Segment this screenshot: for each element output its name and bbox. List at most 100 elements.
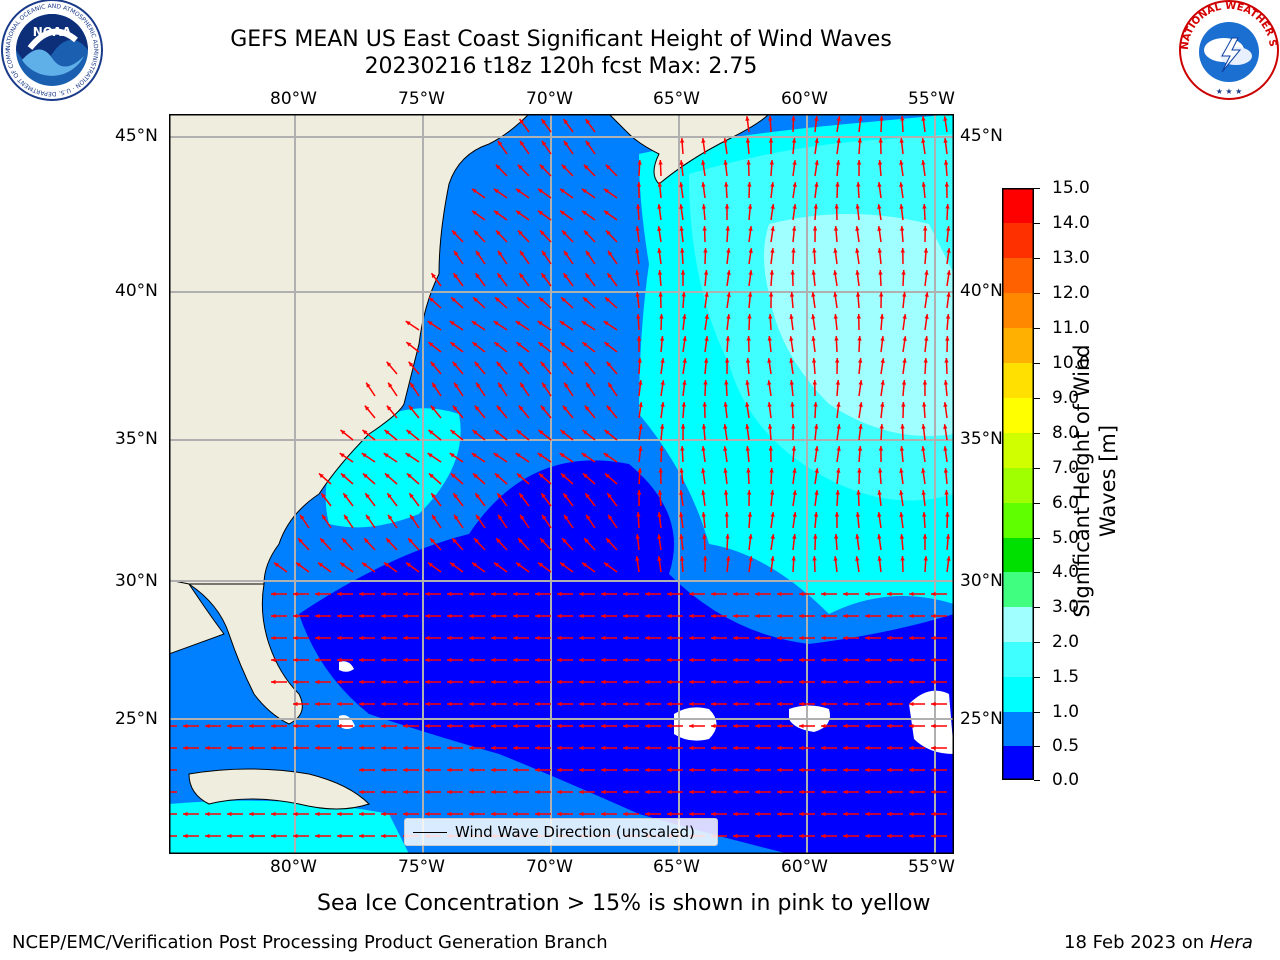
wave-arrow-head (945, 336, 950, 341)
wave-arrow-head (921, 182, 926, 187)
wave-arrow-head (777, 657, 782, 663)
wave-arrow-head (607, 250, 613, 256)
wave-arrow-head (791, 424, 796, 429)
wave-arrow-head (887, 679, 892, 685)
wave-arrow-head (453, 273, 458, 279)
wave-arrow-head (880, 402, 885, 407)
wave-arrow-head (450, 473, 456, 479)
wave-arrow-head (406, 342, 412, 347)
wave-arrow-head (430, 538, 435, 544)
wave-arrow-head (858, 424, 863, 429)
wave-arrow-head (495, 297, 500, 302)
wave-arrow-head (777, 701, 782, 707)
wave-arrow-head (623, 679, 628, 685)
wave-arrow-head (755, 789, 760, 795)
colorbar-band (1002, 468, 1034, 503)
wave-arrow-head (425, 811, 430, 817)
wave-arrow-head (564, 382, 569, 388)
wave-arrow-head (877, 182, 882, 187)
wave-arrow-head (406, 562, 411, 568)
wave-arrow-head (271, 723, 276, 729)
wave-arrow-head (887, 767, 892, 773)
wave-arrow-head (337, 745, 342, 751)
wave-arrow-head (746, 160, 751, 165)
wave-arrow-head (921, 490, 926, 495)
wave-arrow-head (606, 538, 611, 544)
wave-arrow-head (249, 811, 254, 817)
wave-arrow-head (359, 767, 364, 773)
wave-arrow-head (557, 701, 562, 707)
wave-arrow-head (359, 657, 364, 663)
wave-arrow-head (601, 745, 606, 751)
wave-arrow-head (856, 182, 861, 187)
wave-arrow-head (559, 188, 565, 194)
wave-arrow-head (563, 250, 569, 256)
colorbar-band (1002, 572, 1034, 607)
wave-arrow-head (667, 635, 672, 641)
wave-arrow-head (403, 789, 408, 795)
wave-arrow-head (879, 314, 885, 319)
wave-arrow-head (856, 314, 861, 319)
colorbar-tick-label: 0.5 (1052, 736, 1080, 756)
wave-arrow-head (562, 538, 567, 544)
wave-arrow-head (667, 591, 672, 597)
wave-arrow-head (608, 514, 613, 520)
wave-arrow-head (724, 512, 729, 517)
wave-arrow-head (388, 382, 393, 388)
wave-arrow-head (682, 314, 687, 319)
wave-arrow-head (909, 745, 914, 751)
colorbar-tick-mark (1034, 780, 1040, 781)
wave-arrow-head (491, 591, 496, 597)
wave-arrow-head (359, 811, 364, 817)
land-gulf-coast (169, 579, 225, 655)
wave-arrow-head (604, 342, 610, 347)
wave-arrow-head (813, 402, 818, 407)
wave-arrow-head (513, 591, 518, 597)
wave-arrow-head (701, 424, 707, 429)
wave-arrow-head (293, 745, 298, 751)
land-florida (169, 583, 303, 725)
wave-arrow-head (557, 745, 562, 751)
wave-arrow-head (541, 273, 546, 279)
wave-arrow-head (667, 723, 672, 729)
wave-arrow-head (560, 562, 565, 568)
wave-arrow-head (703, 248, 708, 253)
wave-arrow-head (790, 270, 795, 275)
wave-arrow-head (899, 182, 904, 187)
wave-arrow-head (657, 556, 662, 561)
wave-arrow-head (559, 453, 565, 458)
wave-arrow-head (636, 336, 642, 341)
wave-arrow-head (583, 297, 588, 302)
wave-arrow-head (931, 591, 936, 597)
wave-arrow-head (340, 562, 345, 568)
wave-arrow-head (540, 405, 546, 411)
wave-arrow-head (909, 789, 914, 795)
colorbar-tick-label: 4.0 (1052, 562, 1080, 582)
wave-arrow-head (271, 811, 276, 817)
wave-arrow-head (792, 204, 797, 209)
machine-name: Hera (1209, 932, 1253, 953)
wave-arrow-head (726, 556, 731, 561)
wave-arrow-head (748, 248, 753, 253)
wave-arrow-head (497, 493, 502, 499)
wave-arrow-head (560, 342, 566, 347)
wave-arrow-head (899, 534, 905, 539)
wave-arrow-head (454, 382, 459, 388)
wave-arrow-head (789, 380, 794, 385)
wave-arrow-head (921, 424, 926, 429)
wave-arrow-head (293, 635, 298, 641)
wave-arrow-head (689, 723, 694, 729)
wave-arrow-head (878, 270, 883, 275)
wave-arrow-head (858, 402, 863, 407)
lat-tick-right: 45°N (960, 126, 1003, 146)
wave-arrow-head (516, 342, 522, 347)
wave-arrow-head (361, 453, 367, 458)
wave-arrow-head (638, 380, 643, 385)
wave-arrow-head (645, 635, 650, 641)
noaa-logo: NATIONAL OCEANIC AND ATMOSPHERIC ADMINIS… (0, 0, 104, 104)
wave-arrow-head (689, 635, 694, 641)
wave-arrow-head (604, 430, 610, 435)
wave-arrow-head (447, 701, 452, 707)
wave-arrow-head (581, 210, 587, 216)
wave-arrow-head (657, 512, 662, 517)
